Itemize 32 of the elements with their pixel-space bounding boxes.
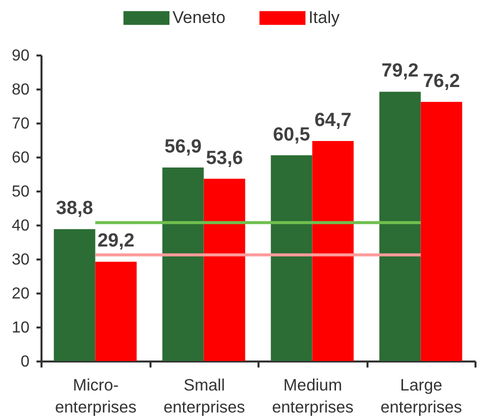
bar xyxy=(420,102,462,361)
y-tick-label: 0 xyxy=(20,354,30,370)
y-tick-label: 60 xyxy=(12,150,30,166)
y-tick-label: 40 xyxy=(12,218,30,234)
data-label: 53,6 xyxy=(206,148,243,169)
data-label: 29,2 xyxy=(97,230,134,252)
y-tick-label: 30 xyxy=(12,252,30,268)
y-tick-label: 20 xyxy=(12,286,30,302)
y-tick-label: 90 xyxy=(12,48,30,64)
x-tick-label: Medium enterprises xyxy=(272,376,354,416)
data-label: 60,5 xyxy=(273,124,310,146)
data-label: 56,9 xyxy=(164,136,202,158)
data-label: 76,2 xyxy=(422,70,460,92)
y-tick-label: 10 xyxy=(12,320,30,336)
bar xyxy=(95,262,137,361)
y-tick-label: 80 xyxy=(12,82,30,98)
data-label: 79,2 xyxy=(382,60,419,82)
x-tick-label: Large enterprises xyxy=(380,376,462,416)
bar xyxy=(54,229,96,361)
y-tick-label: 50 xyxy=(12,184,30,200)
bar xyxy=(312,141,354,361)
bar xyxy=(270,155,312,361)
data-label: 38,8 xyxy=(56,198,94,220)
data-label: 64,7 xyxy=(314,110,352,132)
bar xyxy=(379,92,421,361)
bar xyxy=(162,168,204,361)
legend-label: Italy xyxy=(308,8,340,27)
y-tick-label: 70 xyxy=(12,116,30,132)
legend-label: Veneto xyxy=(172,8,226,27)
bar xyxy=(204,178,246,361)
x-tick-label: Small enterprises xyxy=(163,376,246,416)
x-tick-label: Micro-enterprises xyxy=(54,376,137,416)
